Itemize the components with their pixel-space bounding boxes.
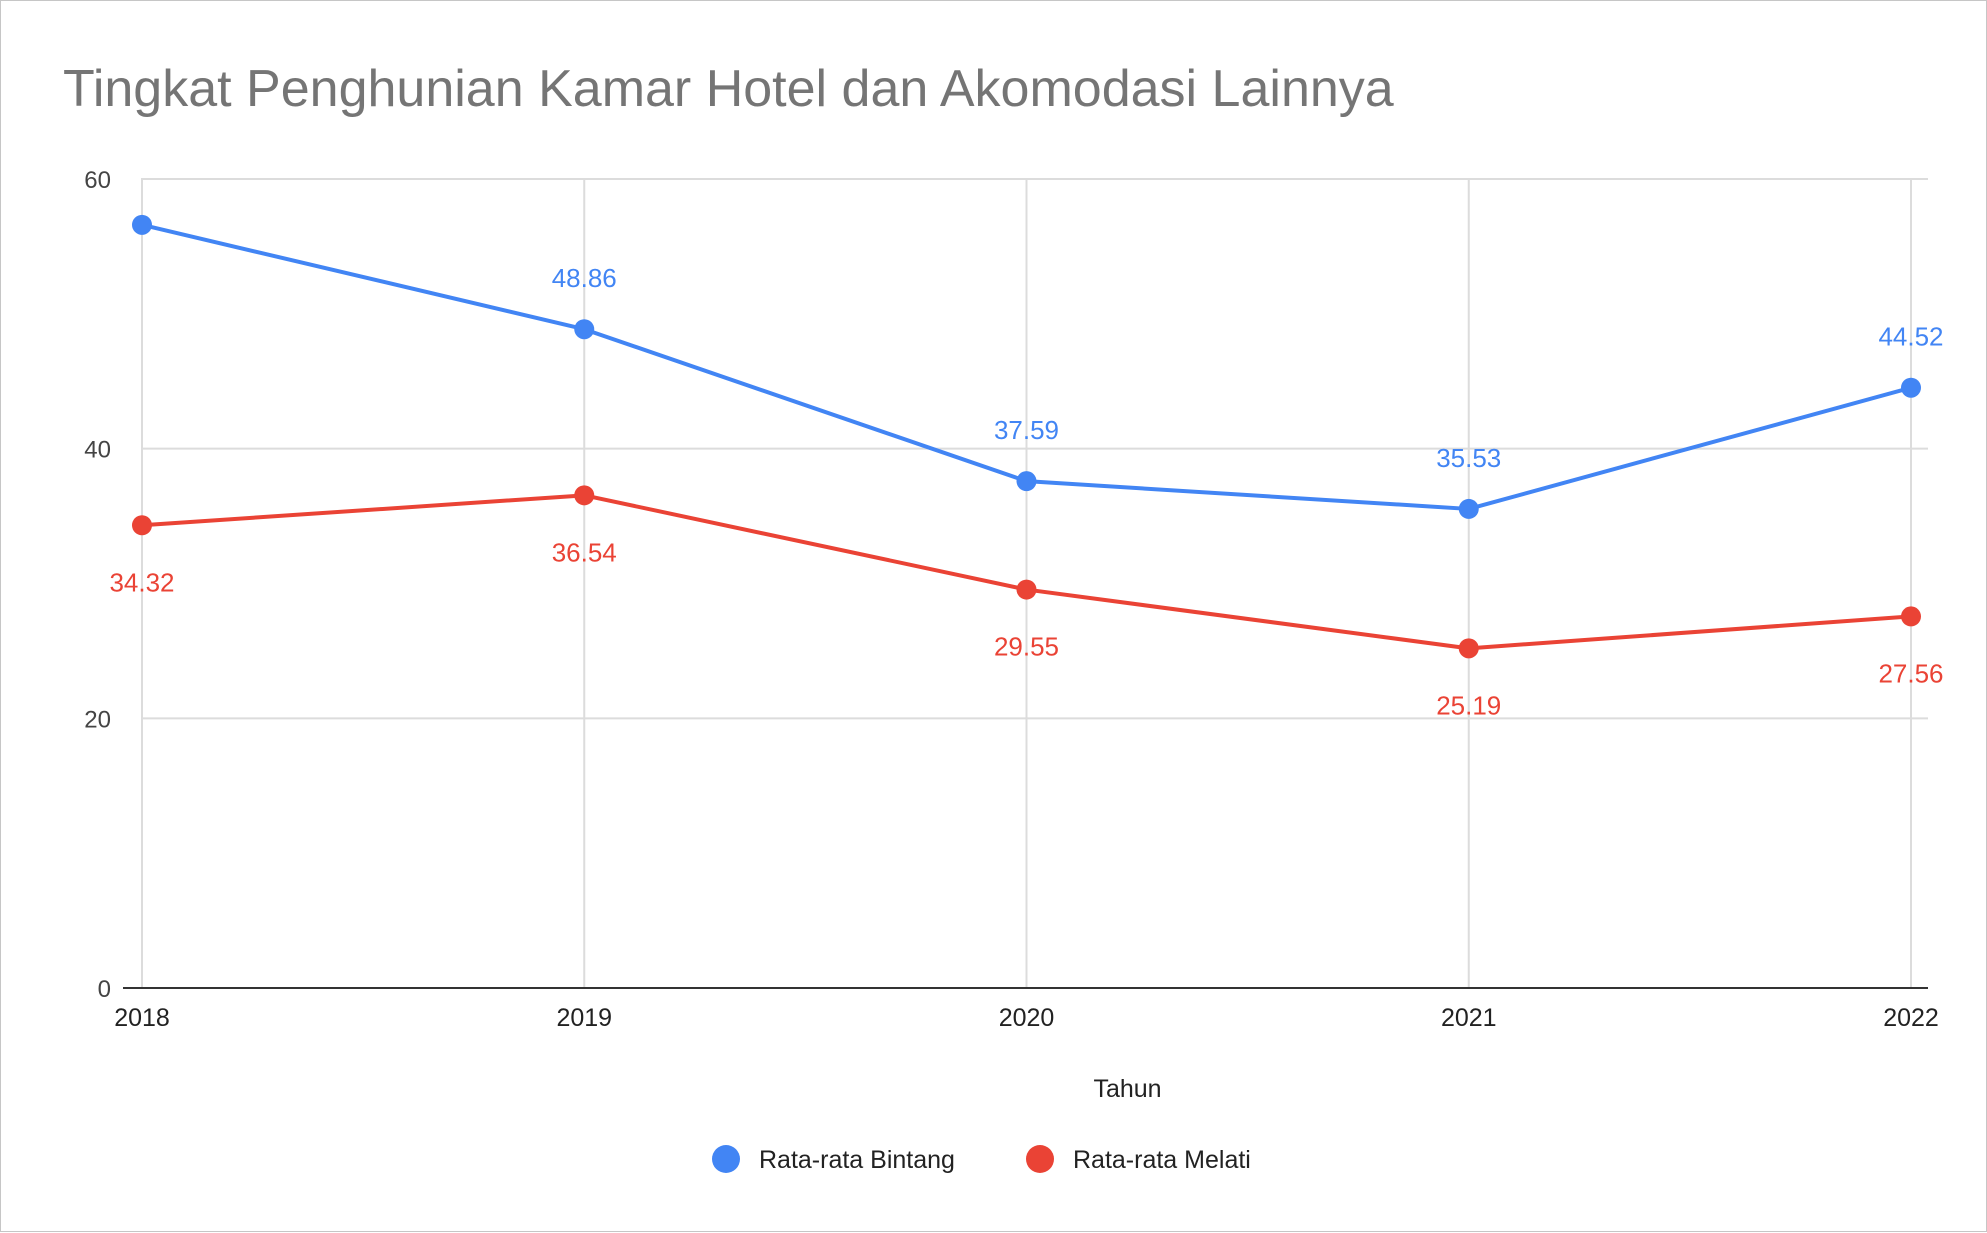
- series-2: 34.32 36.54 29.55 25.19 27.56: [109, 485, 1944, 720]
- data-label: 35.53: [1436, 443, 1501, 473]
- data-point: [1458, 638, 1479, 659]
- data-point: [1458, 498, 1479, 519]
- legend-item: Rata-rata Bintang: [712, 1145, 955, 1174]
- data-label: 44.52: [1878, 322, 1943, 352]
- data-point: [132, 515, 152, 536]
- legend-item: Rata-rata Melati: [1026, 1145, 1251, 1174]
- data-label: 27.56: [1878, 658, 1943, 688]
- legend-marker: [1026, 1145, 1054, 1173]
- y-tick-label: 0: [98, 976, 111, 1003]
- legend-label: Rata-rata Bintang: [759, 1146, 955, 1174]
- legend-label: Rata-rata Melati: [1073, 1146, 1251, 1174]
- y-tick-label: 60: [84, 167, 111, 194]
- x-tick-label: 2020: [999, 1004, 1055, 1032]
- data-label: 25.19: [1436, 690, 1501, 720]
- data-label: 34.32: [109, 567, 174, 597]
- x-tick-label: 2018: [114, 1004, 170, 1032]
- x-tick-label: 2022: [1883, 1004, 1939, 1032]
- data-point: [1016, 471, 1037, 492]
- data-label: 29.55: [994, 632, 1059, 662]
- data-label: 48.86: [552, 263, 617, 293]
- data-point: [1901, 377, 1921, 398]
- data-point: [574, 319, 595, 340]
- data-point: [574, 485, 595, 506]
- y-tick-label: 20: [84, 706, 111, 733]
- x-axis-title: Tahun: [1093, 1075, 1161, 1103]
- data-label: 37.59: [994, 415, 1059, 445]
- series-1: 48.86 37.59 35.53 44.52: [132, 214, 1944, 519]
- legend-marker: [712, 1145, 740, 1173]
- data-label: 36.54: [552, 537, 617, 567]
- data-point: [1016, 579, 1037, 600]
- data-point: [1901, 606, 1921, 627]
- x-tick-label: 2021: [1441, 1004, 1497, 1032]
- data-point: [132, 214, 152, 235]
- chart-title: Tingkat Penghunian Kamar Hotel dan Akomo…: [63, 60, 1394, 118]
- y-tick-label: 40: [84, 437, 111, 464]
- x-tick-label: 2019: [556, 1004, 612, 1032]
